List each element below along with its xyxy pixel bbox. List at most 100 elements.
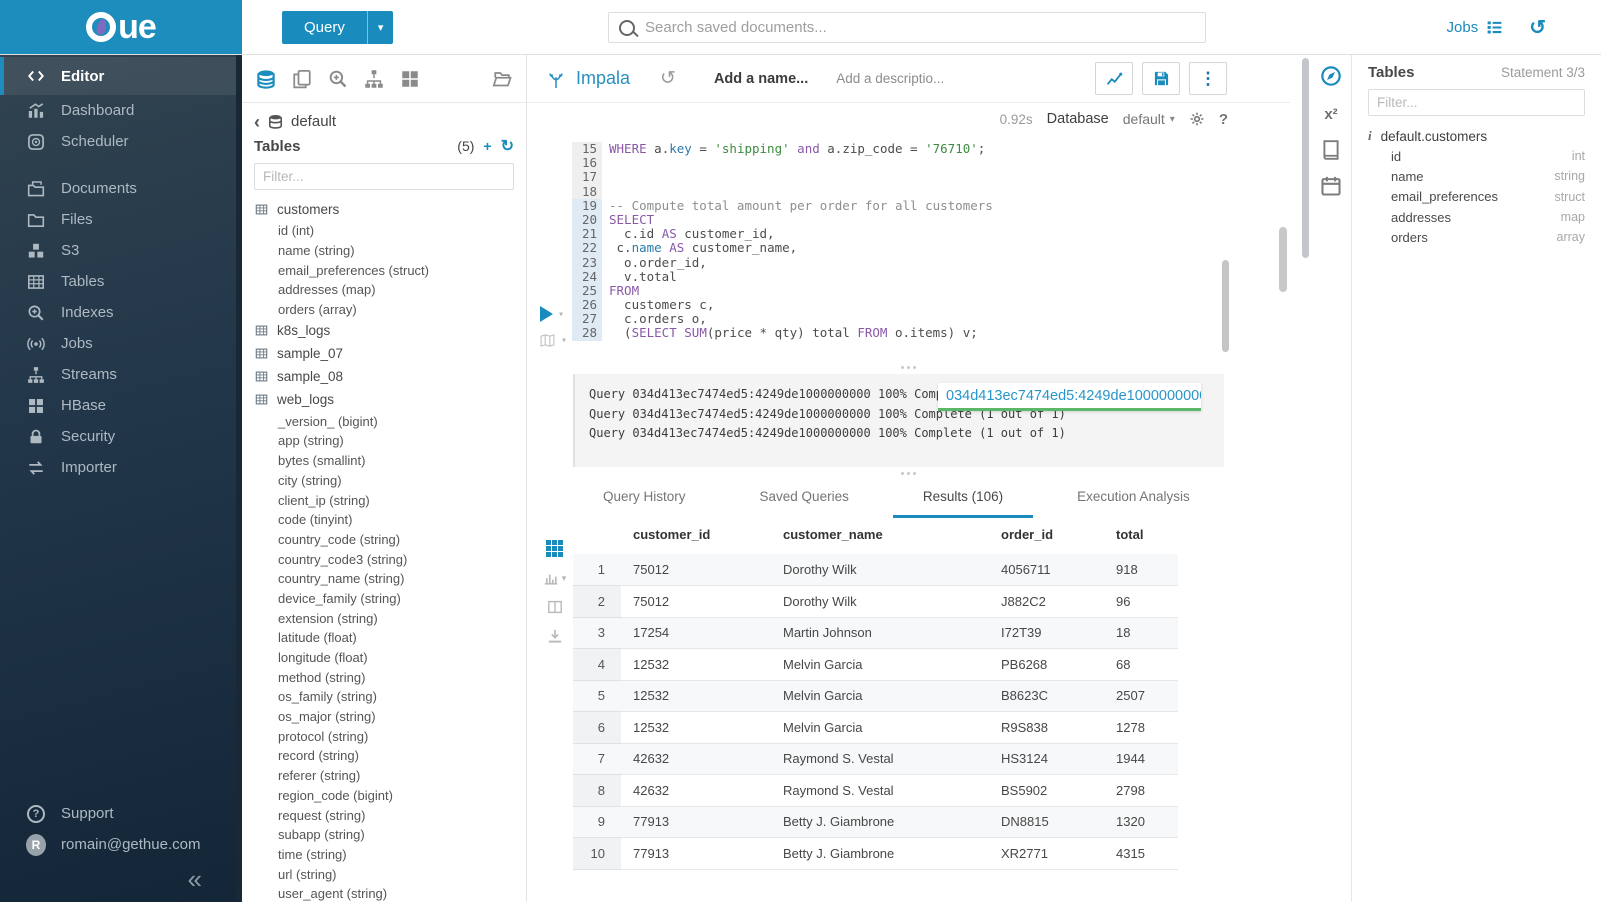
schedule-icon[interactable] <box>1320 175 1342 197</box>
main-scrollbar[interactable] <box>1279 227 1287 292</box>
download-button[interactable] <box>547 628 563 644</box>
assist-column[interactable]: os_family (string) <box>278 689 377 705</box>
table-row[interactable]: 6 12532 Melvin Garcia R9S838 1278 <box>573 711 1178 744</box>
tab-execution-analysis[interactable]: Execution Analysis <box>1077 489 1190 504</box>
sidebar-item-editor[interactable]: Editor <box>0 57 236 95</box>
table-row[interactable]: 10 77913 Betty J. Giambrone XR2771 4315 <box>573 837 1178 870</box>
assist-column[interactable]: os_major (string) <box>278 709 376 725</box>
assist-column[interactable]: referer (string) <box>278 768 361 784</box>
right-filter-input[interactable] <box>1368 89 1585 116</box>
assist-column[interactable]: id (int) <box>278 223 315 239</box>
right-column-id[interactable]: id int <box>1368 146 1585 166</box>
assist-column[interactable]: country_code (string) <box>278 531 401 547</box>
resize-handle[interactable] <box>527 467 1290 480</box>
query-id-link[interactable]: 034d413ec7474ed5:4249de1000000000 <box>938 383 1201 411</box>
sql-editor[interactable]: ▾ ▾ 15 WHERE a.key = 'shipping' and a.zip… <box>527 135 1290 361</box>
assist-column[interactable]: addresses (map) <box>278 282 376 298</box>
sidebar-item-documents[interactable]: Documents <box>0 173 236 204</box>
assist-column[interactable]: country_code3 (string) <box>278 551 408 567</box>
assist-column[interactable]: name (string) <box>278 243 355 259</box>
sidebar-item-scheduler[interactable]: Scheduler <box>0 126 236 157</box>
documents-assist-icon[interactable] <box>292 69 312 89</box>
table-row[interactable]: 8 42632 Raymond S. Vestal BS5902 2798 <box>573 774 1178 807</box>
refresh-icon[interactable]: ↻ <box>500 138 514 155</box>
assist-column[interactable]: longitude (float) <box>278 650 368 666</box>
assistant-compass-icon[interactable] <box>1320 65 1342 87</box>
assist-column[interactable]: extension (string) <box>278 610 378 626</box>
chevron-left-icon[interactable]: ‹ <box>254 111 260 132</box>
table-row[interactable]: 7 42632 Raymond S. Vestal HS3124 1944 <box>573 743 1178 775</box>
table-row[interactable]: 4 12532 Melvin Garcia PB6268 68 <box>573 648 1178 681</box>
save-button[interactable] <box>1142 62 1180 95</box>
sidebar-item-files[interactable]: Files <box>0 204 236 235</box>
assist-column[interactable]: device_family (string) <box>278 590 401 606</box>
column-header-order_id[interactable]: order_id <box>1001 527 1054 542</box>
assist-column[interactable]: protocol (string) <box>278 728 369 744</box>
assist-column[interactable]: time (string) <box>278 846 347 862</box>
table-row[interactable]: 9 77913 Betty J. Giambrone DN8815 1320 <box>573 806 1178 838</box>
assist-column[interactable]: email_preferences (struct) <box>278 262 429 278</box>
tab-results-106[interactable]: Results (106) <box>892 489 1034 518</box>
table-row[interactable]: 3 17254 Martin Johnson I72T39 18 <box>573 617 1178 649</box>
add-table-icon[interactable]: + <box>483 138 492 154</box>
right-column-addresses[interactable]: addresses map <box>1368 207 1585 227</box>
blocks-icon[interactable] <box>400 69 420 89</box>
assist-column[interactable]: country_name (string) <box>278 571 405 587</box>
tab-saved-queries[interactable]: Saved Queries <box>759 489 849 504</box>
search-plus-icon[interactable] <box>328 69 348 89</box>
table-row[interactable]: 5 12532 Melvin Garcia B8623C 2507 <box>573 680 1178 712</box>
assist-column[interactable]: subapp (string) <box>278 827 365 843</box>
functions-icon[interactable]: x² <box>1324 105 1338 123</box>
assist-table-sample_08[interactable]: sample_08 <box>254 365 526 388</box>
folder-open-icon[interactable] <box>492 69 512 89</box>
assist-table-customers[interactable]: customers <box>254 198 526 221</box>
assist-column[interactable]: city (string) <box>278 472 342 488</box>
sidebar-item-dashboard[interactable]: Dashboard <box>0 95 236 126</box>
query-button[interactable]: Query ▾ <box>282 11 394 44</box>
sidebar-item-streams[interactable]: Streams <box>0 359 236 390</box>
sidebar-item-hbase[interactable]: HBase <box>0 390 236 421</box>
jobs-link[interactable]: Jobs <box>1447 19 1504 36</box>
chart-button[interactable] <box>1095 62 1133 95</box>
assist-table-sample_07[interactable]: sample_07 <box>254 342 526 365</box>
assist-table-web_logs[interactable]: web_logs <box>254 388 526 411</box>
sidebar-item-tables[interactable]: Tables <box>0 266 236 297</box>
editor-map-button[interactable]: ▾ <box>539 333 567 348</box>
query-name-field[interactable]: Add a name... <box>713 70 809 87</box>
right-column-orders[interactable]: orders array <box>1368 227 1585 247</box>
database-select[interactable]: default ▾ <box>1123 111 1175 127</box>
sidebar-item-jobs[interactable]: Jobs <box>0 328 236 359</box>
assist-column[interactable]: orders (array) <box>278 302 357 318</box>
assist-column[interactable]: _version_ (bigint) <box>278 413 378 429</box>
assist-column[interactable]: url (string) <box>278 866 337 882</box>
databases-icon[interactable] <box>256 69 276 89</box>
assist-table-k8s_logs[interactable]: k8s_logs <box>254 319 526 342</box>
assist-column[interactable]: code (tinyint) <box>278 512 353 528</box>
column-header-customer_id[interactable]: customer_id <box>633 527 711 542</box>
column-header-customer_name[interactable]: customer_name <box>783 527 883 542</box>
columns-view-button[interactable] <box>547 599 563 615</box>
sidebar-collapse-button[interactable]: « <box>187 864 202 894</box>
sidebar-item-support[interactable]: ? Support <box>0 798 236 829</box>
table-row[interactable]: 1 75012 Dorothy Wilk 4056711 918 <box>573 554 1178 586</box>
caret-down-icon[interactable]: ▾ <box>377 22 384 34</box>
assist-column[interactable]: region_code (bigint) <box>278 787 393 803</box>
right-column-email_preferences[interactable]: email_preferences struct <box>1368 187 1585 207</box>
assist-column[interactable]: app (string) <box>278 433 344 449</box>
assist-column[interactable]: method (string) <box>278 669 366 685</box>
resize-handle[interactable] <box>527 361 1290 374</box>
language-reference-icon[interactable] <box>1320 139 1342 161</box>
editor-scrollbar[interactable] <box>1222 260 1229 352</box>
active-table-row[interactable]: i default.customers <box>1368 128 1585 144</box>
assist-filter-input[interactable] <box>254 163 514 190</box>
assist-column[interactable]: bytes (smallint) <box>278 453 366 469</box>
assist-column[interactable]: user_agent (string) <box>278 886 388 902</box>
grid-view-icon[interactable] <box>546 540 563 557</box>
sitemap-icon[interactable] <box>364 69 384 89</box>
query-history-icon[interactable]: ↺ <box>660 68 676 89</box>
history-icon[interactable]: ↺ <box>1529 17 1546 39</box>
tab-query-history[interactable]: Query History <box>603 489 686 504</box>
execute-button[interactable]: ▾ <box>540 306 564 322</box>
search-input[interactable] <box>645 19 1195 36</box>
sidebar-item-indexes[interactable]: Indexes <box>0 297 236 328</box>
